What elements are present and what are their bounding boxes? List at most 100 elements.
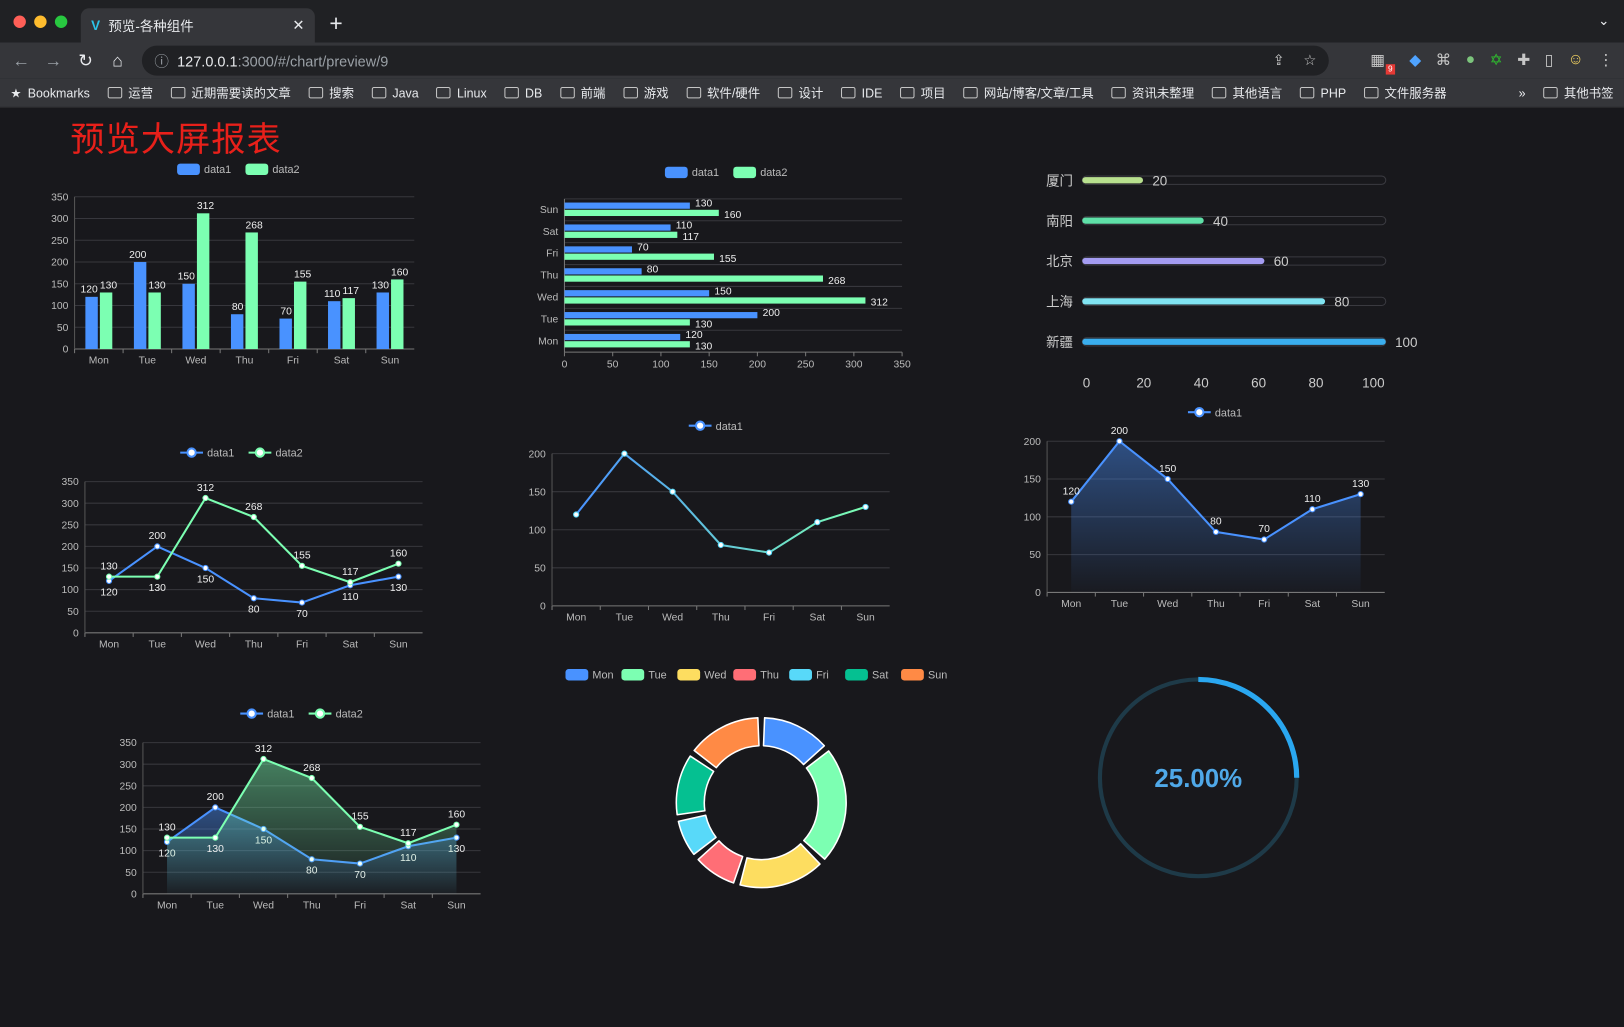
legend-item-data1[interactable]: data1	[1187, 407, 1242, 419]
bookmark-item[interactable]: 软件/硬件	[686, 84, 760, 102]
other-bookmarks[interactable]: 其他书签	[1543, 84, 1614, 102]
x-tick-label: 150	[701, 360, 719, 371]
legend-item-data2[interactable]: data2	[733, 166, 787, 179]
bookmark-item[interactable]: Linux	[436, 85, 487, 100]
data-point	[1068, 498, 1075, 505]
legend-item-data1[interactable]: data1	[688, 420, 743, 433]
legend-item-Sat[interactable]: Sat	[845, 669, 888, 681]
bookmark-item[interactable]: 网站/博客/文章/工具	[963, 84, 1094, 102]
bookmark-item[interactable]: 运营	[107, 84, 153, 102]
legend-item-Fri[interactable]: Fri	[789, 669, 829, 681]
legend-item-data2[interactable]: data2	[308, 708, 363, 721]
bookmark-item[interactable]: 资讯未整理	[1111, 84, 1194, 102]
reload-icon[interactable]: ↻	[78, 50, 93, 70]
bar	[564, 290, 710, 297]
legend-item-Tue[interactable]: Tue	[621, 669, 667, 681]
bookmarks-bar: ★ Bookmarks 运营 近期需要读的文章 搜索 Java Linux DB 前端 游戏 软件/…	[0, 78, 1624, 108]
info-icon[interactable]: ⓘ	[154, 52, 169, 69]
x-tick-label: 80	[1308, 375, 1323, 390]
toolbar: ← → ↻ ⌂ ⓘ 127.0.0.1:3000/#/chart/preview/9 ⇪ ☆…	[0, 42, 1624, 79]
puzzle-icon[interactable]: ✚	[1517, 51, 1531, 70]
data-point	[212, 804, 219, 811]
bar	[564, 275, 823, 282]
data-label: 80	[647, 264, 659, 275]
bookmark-item[interactable]: Java	[371, 85, 419, 100]
sidebar-icon[interactable]: ▯	[1544, 51, 1554, 70]
menu-icon[interactable]: ⋮	[1598, 51, 1614, 70]
close-tab-icon[interactable]: ✕	[292, 16, 305, 34]
legend-item-Mon[interactable]: Mon	[565, 669, 614, 681]
address-bar[interactable]: ⓘ 127.0.0.1:3000/#/chart/preview/9 ⇪ ☆	[141, 45, 1329, 76]
data-point	[260, 755, 267, 763]
circle-extension-icon[interactable]: ●	[1465, 50, 1476, 69]
bar	[391, 279, 404, 350]
diamond-extension-icon[interactable]: ◆	[1409, 51, 1422, 70]
forward-icon[interactable]: →	[44, 50, 63, 70]
bookmark-item[interactable]: ★ Bookmarks	[10, 85, 90, 99]
data-label: 160	[724, 210, 742, 221]
area-fill	[1071, 441, 1361, 593]
x-tick-label: Tue	[616, 612, 634, 623]
close-window-button[interactable]	[13, 15, 26, 28]
legend-item-data2[interactable]: data2	[245, 163, 300, 176]
bookmark-item[interactable]: DB	[504, 85, 542, 100]
y-tick-label: 150	[61, 564, 79, 575]
bookmark-item[interactable]: 其他语言	[1211, 84, 1282, 102]
new-tab-button[interactable]: +	[329, 10, 343, 37]
bookmark-label: 前端	[580, 85, 606, 101]
data-label: 268	[245, 502, 263, 513]
tab-search-chevron-icon[interactable]: ⌄	[1598, 12, 1610, 28]
command-extension-icon[interactable]: ⌘	[1435, 51, 1452, 70]
legend-item-Sun[interactable]: Sun	[901, 669, 947, 681]
x-tick-label: Mon	[157, 900, 177, 911]
data-label: 70	[280, 306, 292, 317]
browser-tab[interactable]: V 预览-各种组件 ✕	[80, 8, 315, 43]
bookmark-item[interactable]: 游戏	[623, 84, 669, 102]
more-bookmarks-button[interactable]: »	[1518, 85, 1526, 100]
bookmark-item[interactable]: 设计	[777, 84, 823, 102]
extension-icon[interactable]: ▦ 9	[1370, 51, 1395, 75]
bookmark-item[interactable]: 前端	[559, 84, 606, 102]
bookmark-item[interactable]: 近期需要读的文章	[170, 84, 291, 102]
legend-item-data1[interactable]: data1	[177, 163, 231, 176]
donut-slice-Mon	[762, 717, 826, 766]
legend-item-Wed[interactable]: Wed	[677, 669, 726, 681]
legend-label: Fri	[816, 669, 829, 681]
bookmark-item[interactable]: 文件服务器	[1363, 84, 1447, 102]
legend-marker-icon	[314, 708, 326, 719]
data-point	[212, 834, 219, 841]
legend-item-Thu[interactable]: Thu	[733, 669, 779, 681]
gauge-value-label: 25.00%	[1154, 765, 1242, 793]
progress-fill	[1082, 257, 1265, 265]
bookmark-item[interactable]: 搜索	[308, 84, 354, 102]
data-point	[154, 543, 161, 550]
y-tick-label: 50	[125, 868, 137, 879]
bookmark-star-icon[interactable]: ☆	[1303, 51, 1317, 69]
legend-item-data2[interactable]: data2	[248, 447, 303, 460]
y-tick-label: Tue	[541, 314, 559, 325]
legend-item-data1[interactable]: data1	[240, 708, 294, 721]
back-icon[interactable]: ←	[12, 50, 31, 70]
maximize-window-button[interactable]	[54, 15, 68, 28]
legend-item-data1[interactable]: data1	[664, 166, 719, 179]
x-tick-label: Sat	[342, 639, 358, 650]
y-tick-label: 100	[529, 525, 547, 536]
share-icon[interactable]: ⇪	[1272, 51, 1285, 69]
x-tick-label: Mon	[566, 612, 586, 623]
bookmark-label: 项目	[920, 85, 946, 101]
avatar[interactable]: ☺	[1567, 50, 1584, 69]
minimize-window-button[interactable]	[34, 15, 47, 28]
y-tick-label: Sat	[543, 227, 559, 238]
legend-item-data1[interactable]: data1	[180, 447, 234, 460]
progress-bar-chart: 厦门 20 南阳 40 北京 60 上海 80 新疆 100 0 20 40 60 80 100	[1046, 173, 1417, 390]
x-tick-label: Mon	[1061, 599, 1081, 610]
y-tick-label: 250	[51, 236, 69, 247]
bookmark-item[interactable]: IDE	[840, 85, 882, 100]
bookmark-item[interactable]: PHP	[1299, 85, 1346, 100]
bookmark-item[interactable]: 项目	[899, 84, 946, 102]
bar	[230, 314, 244, 350]
home-icon[interactable]: ⌂	[112, 50, 123, 70]
legend-swatch-icon	[733, 166, 757, 179]
star-extension-icon[interactable]: ✡	[1489, 51, 1503, 70]
